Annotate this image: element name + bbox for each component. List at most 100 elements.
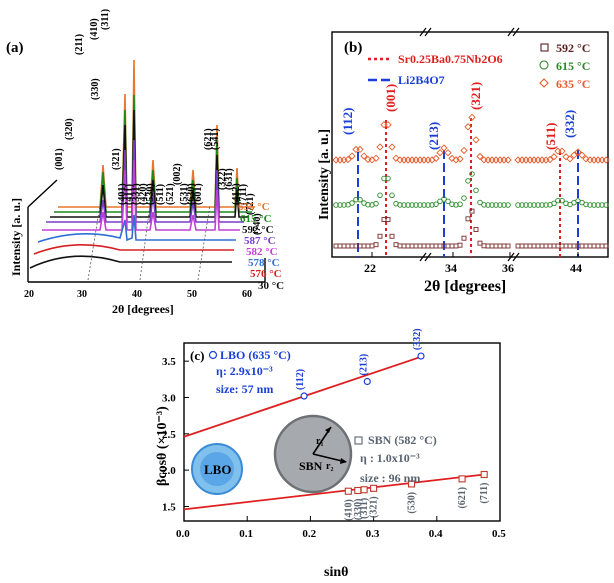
trace-615-point	[385, 175, 391, 182]
peak-label: (321)	[111, 148, 122, 170]
panel-b-traces	[332, 113, 610, 249]
trace-592-point	[543, 243, 549, 249]
panel-b-peak-labels: (112) (213) (332) (001) (321) (511)	[340, 82, 577, 150]
trace-615-point	[445, 198, 451, 205]
trace-615-point	[397, 202, 403, 208]
x-tick: 60	[242, 289, 252, 300]
trace-592-point	[409, 243, 415, 249]
trace-592-point	[523, 243, 529, 249]
trace-635-point	[436, 149, 444, 157]
peak-label: (001)	[54, 148, 65, 170]
trace-615-point	[353, 196, 359, 203]
peak-label: (322)	[217, 168, 228, 190]
trace-615-point	[477, 199, 483, 206]
sbn-point	[480, 470, 488, 479]
sbn-point-label: (621)	[457, 487, 468, 509]
trace-615-point	[531, 202, 537, 208]
trace-592	[50, 109, 248, 218]
trace-635-point	[496, 156, 504, 164]
peak-label: (711)	[238, 184, 249, 205]
trace-592-point	[493, 243, 499, 249]
sbn-legend-size: size : 96 nm	[360, 471, 420, 485]
trace-635-point	[348, 152, 356, 160]
x-tick: 20	[24, 289, 34, 300]
trace-592-point	[433, 243, 439, 249]
trace-592-point	[539, 243, 545, 249]
x-tick-label: 0.5	[492, 528, 506, 540]
x-tick-label: 0.1	[239, 528, 253, 540]
trace-635-point	[484, 156, 492, 164]
trace-635-point	[558, 147, 566, 155]
trace-615-point	[465, 178, 471, 184]
trace-635-point	[598, 156, 606, 164]
trace-615-point	[341, 202, 347, 208]
legend-lbo-text: Li2B4O7	[398, 73, 445, 87]
x-tick: 36	[502, 261, 514, 275]
trace-635-point	[424, 156, 432, 164]
sbn-legend-name: SBN (582 °C)	[368, 433, 437, 447]
panel-a-label: (a)	[6, 40, 24, 56]
trace-615-point	[591, 202, 597, 208]
panel-c-ylabel: βcosθ (×10⁻³)	[155, 406, 170, 486]
panel-a-guides	[87, 204, 211, 281]
trace-635-point	[582, 155, 590, 163]
peak-label: (330)	[90, 78, 101, 100]
lbo-point-label: (332)	[412, 328, 423, 350]
trace-615-point	[373, 200, 379, 207]
y-tick-label: 1.5	[162, 501, 176, 513]
trace-615-point	[461, 195, 467, 201]
sbn-point-label: (530)	[407, 492, 418, 514]
peak-label: (621)	[203, 128, 214, 150]
legend-635-label: 635 °C	[556, 77, 590, 91]
peak-label: (531)	[179, 183, 190, 205]
lbo-legend-eta: η: 2.9x10⁻³	[216, 364, 273, 378]
trace-615	[54, 94, 252, 213]
trace-635-point	[352, 145, 360, 154]
trace-615-point	[357, 196, 363, 203]
y-tick-label: 2.0	[162, 465, 176, 477]
x-tick: 40	[132, 289, 142, 300]
trace-615-point	[559, 197, 565, 204]
trace-635-point	[412, 156, 420, 164]
trace-635-point	[538, 156, 546, 164]
trace-592-point	[445, 243, 451, 249]
trace-592-point	[551, 243, 557, 249]
panel-a-xlabel: 2θ [degrees]	[112, 302, 174, 316]
trace-592-point	[385, 217, 391, 222]
temp-label-576: 576 °C	[250, 268, 282, 280]
r2-arrowhead	[340, 458, 347, 464]
trace-615-point	[437, 198, 443, 205]
trace-635-point	[376, 143, 384, 151]
trace-635-point	[432, 154, 440, 163]
lbo-point-label: (112)	[295, 369, 306, 390]
trace-635-point	[518, 156, 526, 164]
temp-label-582: 582 °C	[246, 246, 278, 258]
temp-label-592: 592 °C	[242, 224, 274, 236]
panel-c-label: (c)	[190, 348, 204, 363]
sbn-point	[370, 484, 378, 492]
trace-635-point	[344, 155, 352, 164]
sbn-point	[354, 486, 362, 495]
trace-592-point	[481, 243, 487, 249]
r1-arrowhead	[325, 427, 331, 433]
trace-592-point	[369, 243, 375, 249]
trace-635-point	[492, 156, 500, 164]
trace-635-point	[460, 146, 468, 155]
trace-615-point	[583, 201, 589, 208]
x-tick-label: 0.0	[176, 528, 190, 540]
trace-592-point	[421, 243, 427, 249]
trace-592-point	[465, 216, 471, 222]
trace-592-point	[599, 243, 605, 249]
trace-635-point	[546, 155, 554, 164]
peak-label: (411)	[124, 184, 135, 205]
trace-592-point	[453, 243, 459, 249]
trace-582	[42, 159, 240, 231]
trace-592-point	[519, 243, 525, 249]
lbo-point	[300, 392, 308, 400]
trace-635-point	[372, 154, 380, 162]
trace-615-point	[473, 187, 479, 194]
trace-592-point	[603, 243, 609, 249]
sbn-point-label: (321)	[369, 496, 380, 518]
sbn-circle-label: SBN	[299, 459, 323, 473]
trace-615-point	[453, 202, 459, 208]
